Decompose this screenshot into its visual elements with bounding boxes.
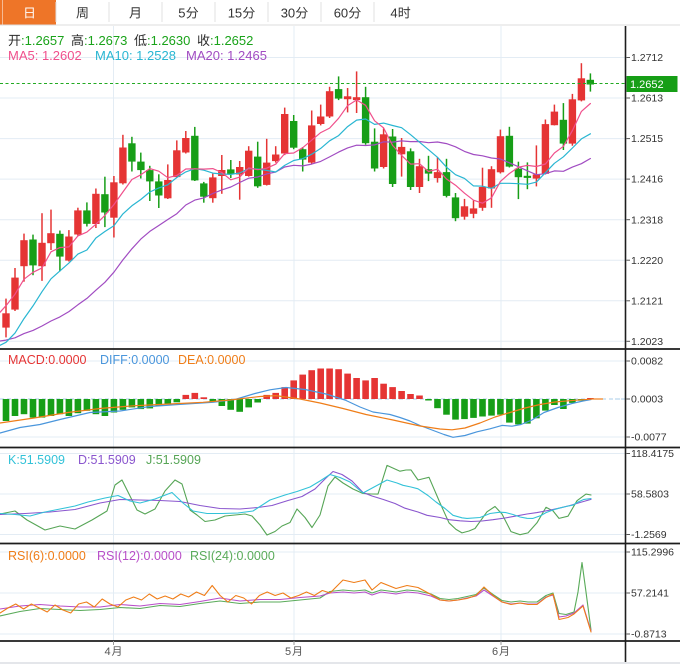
svg-text:0.0003: 0.0003 [631, 394, 663, 406]
svg-text:-0.0077: -0.0077 [631, 432, 667, 444]
svg-text:1.2416: 1.2416 [631, 174, 663, 186]
svg-text:58.5803: 58.5803 [631, 489, 669, 501]
svg-text:DIFF:0.0000: DIFF:0.0000 [100, 353, 170, 367]
svg-text:6: 6 [492, 646, 498, 658]
svg-text:1.2220: 1.2220 [631, 255, 663, 267]
svg-text:0.0082: 0.0082 [631, 356, 663, 368]
svg-text:MACD:0.0000: MACD:0.0000 [8, 353, 87, 367]
svg-text:5: 5 [178, 6, 185, 21]
svg-text:115.2996: 115.2996 [631, 547, 674, 559]
svg-text:118.4175: 118.4175 [631, 448, 674, 460]
svg-text:RSI(12):0.0000: RSI(12):0.0000 [97, 549, 182, 563]
svg-text::1.2657: :1.2657 [21, 33, 64, 48]
svg-text:1.2613: 1.2613 [631, 93, 663, 105]
svg-text:1.2318: 1.2318 [631, 214, 663, 226]
svg-text:60: 60 [334, 6, 348, 21]
svg-text:RSI(24):0.0000: RSI(24):0.0000 [190, 549, 275, 563]
svg-text:-1.2569: -1.2569 [631, 529, 667, 541]
svg-text:MA20: 1.2465: MA20: 1.2465 [186, 48, 267, 63]
svg-text:MA5: 1.2602: MA5: 1.2602 [8, 48, 82, 63]
svg-text:30: 30 [281, 6, 295, 21]
svg-text:5: 5 [285, 646, 291, 658]
svg-text:1.2023: 1.2023 [631, 336, 663, 348]
svg-text:K:51.5909: K:51.5909 [8, 453, 65, 467]
svg-text:1.2515: 1.2515 [631, 133, 663, 145]
svg-text::1.2652: :1.2652 [210, 33, 253, 48]
svg-text::1.2630: :1.2630 [147, 33, 190, 48]
svg-text::1.2673: :1.2673 [84, 33, 127, 48]
svg-text:D:51.5909: D:51.5909 [78, 453, 136, 467]
svg-text:RSI(6):0.0000: RSI(6):0.0000 [8, 549, 86, 563]
svg-text:15: 15 [228, 6, 242, 21]
svg-text:-0.8713: -0.8713 [631, 629, 667, 641]
svg-text:1.2121: 1.2121 [631, 295, 663, 307]
svg-text:1.2652: 1.2652 [630, 79, 664, 91]
svg-text:MA10: 1.2528: MA10: 1.2528 [95, 48, 176, 63]
svg-text:57.2141: 57.2141 [631, 588, 669, 600]
svg-text:4: 4 [390, 6, 397, 21]
svg-text:1.2712: 1.2712 [631, 52, 663, 64]
svg-text:J:51.5909: J:51.5909 [146, 453, 201, 467]
svg-text:4: 4 [105, 646, 111, 658]
svg-text:DEA:0.0000: DEA:0.0000 [178, 353, 245, 367]
